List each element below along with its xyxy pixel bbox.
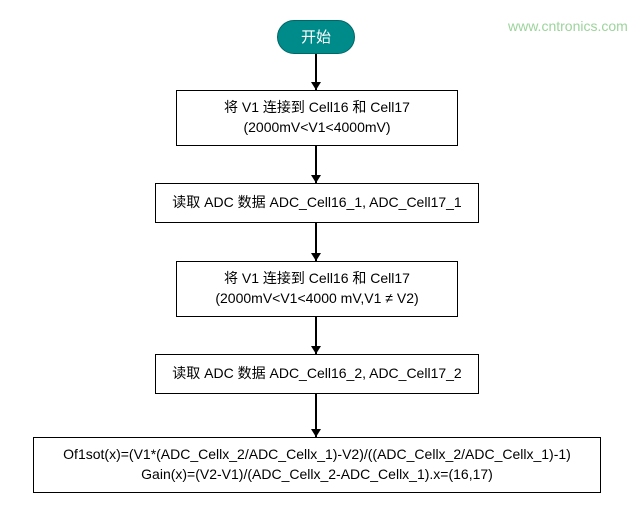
watermark-text: www.cntronics.com	[508, 18, 628, 34]
edge-arrow-icon	[311, 253, 321, 261]
process-node-step4: 读取 ADC 数据 ADC_Cell16_2, ADC_Cell17_2	[155, 354, 479, 394]
edge-arrow-icon	[311, 346, 321, 354]
process-node-step3: 将 V1 连接到 Cell16 和 Cell17 (2000mV<V1<4000…	[176, 261, 458, 317]
step1-line1: 将 V1 连接到 Cell16 和 Cell17	[224, 98, 410, 118]
step5-line1: Of1sot(x)=(V1*(ADC_Cellx_2/ADC_Cellx_1)-…	[63, 445, 571, 465]
edge-arrow-icon	[311, 175, 321, 183]
step5-line2: Gain(x)=(V2-V1)/(ADC_Cellx_2-ADC_Cellx_1…	[141, 465, 493, 485]
step3-line1: 将 V1 连接到 Cell16 和 Cell17	[224, 269, 410, 289]
process-node-step2: 读取 ADC 数据 ADC_Cell16_1, ADC_Cell17_1	[155, 183, 479, 223]
process-node-step1: 将 V1 连接到 Cell16 和 Cell17 (2000mV<V1<4000…	[176, 90, 458, 146]
start-node: 开始	[277, 20, 355, 54]
step3-line2: (2000mV<V1<4000 mV,V1 ≠ V2)	[215, 289, 418, 309]
flowchart-canvas: www.cntronics.com 开始 将 V1 连接到 Cell16 和 C…	[0, 0, 640, 523]
process-node-step5: Of1sot(x)=(V1*(ADC_Cellx_2/ADC_Cellx_1)-…	[33, 437, 601, 493]
edge-arrow-icon	[311, 82, 321, 90]
step2-line1: 读取 ADC 数据 ADC_Cell16_1, ADC_Cell17_1	[172, 193, 461, 213]
step4-line1: 读取 ADC 数据 ADC_Cell16_2, ADC_Cell17_2	[172, 364, 461, 384]
step1-line2: (2000mV<V1<4000mV)	[243, 118, 390, 138]
start-node-label: 开始	[301, 27, 331, 48]
edge-arrow-icon	[311, 429, 321, 437]
